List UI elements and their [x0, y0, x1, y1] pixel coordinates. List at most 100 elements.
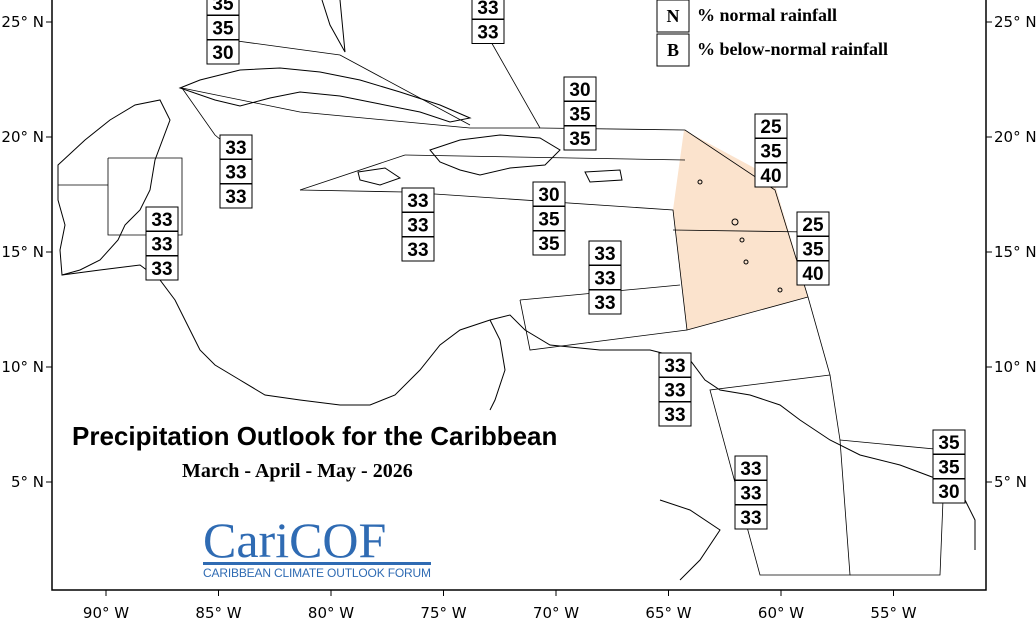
zone-value: 35: [538, 234, 560, 255]
legend: N B % normal rainfall % below-normal rai…: [656, 0, 888, 67]
zone-cell: [734, 504, 768, 530]
lon-label: 85° W: [195, 604, 241, 622]
zone-cell: [796, 236, 830, 261]
zone-value: 33: [664, 405, 685, 426]
zone-value: 33: [225, 187, 246, 208]
logo-tagline: CARIBBEAN CLIMATE OUTLOOK FORUM: [203, 566, 431, 580]
legend-key: N: [667, 6, 680, 26]
zone-value: 35: [569, 105, 591, 126]
zone-cell: [563, 101, 597, 126]
lat-label: 25° N: [994, 13, 1036, 31]
zone-value: 35: [760, 142, 782, 163]
lat-label: 5° N: [11, 473, 44, 491]
zone-cell: [145, 255, 179, 281]
logo-bar: [203, 562, 431, 565]
zone-value: 33: [740, 459, 761, 480]
zone-cell: [658, 401, 692, 427]
zone-value: 33: [740, 484, 761, 505]
lat-label: 15° N: [994, 243, 1036, 261]
zone-value: 35: [212, 19, 234, 40]
zone-cell: [563, 76, 597, 102]
zone-cell: [754, 162, 788, 188]
lat-label: 10° N: [1, 358, 44, 376]
zone-cell: [401, 236, 435, 262]
legend-key: B: [667, 40, 679, 60]
zone-cell: [796, 260, 830, 286]
zone-value: 33: [407, 240, 428, 261]
zone-value: 35: [938, 433, 960, 454]
lat-label: 5° N: [994, 473, 1027, 491]
zone-value: 33: [477, 0, 498, 19]
zone-value: 30: [538, 185, 559, 206]
zone-value: 33: [151, 235, 172, 256]
zone-value: 25: [802, 215, 824, 236]
zone-cell: [588, 265, 622, 290]
zone-value: 33: [664, 381, 685, 402]
zone-value: 33: [594, 244, 615, 265]
lat-label: 15° N: [1, 243, 44, 261]
zone-cell: [219, 159, 253, 184]
zone-cell: [734, 480, 768, 505]
zone-cell: [401, 212, 435, 237]
zone-value: 33: [477, 23, 498, 44]
subtitle: March - April - May - 2026: [182, 460, 413, 482]
zone-value: 33: [151, 210, 172, 231]
zone-value: 30: [569, 80, 590, 101]
lat-label: 20° N: [994, 128, 1036, 146]
zone-boundaries: [58, 39, 946, 576]
zone-value: 33: [594, 293, 615, 314]
lat-label: 10° N: [994, 358, 1036, 376]
zone-value: 33: [225, 138, 246, 159]
zone-cell: [219, 134, 253, 160]
map-frame: [51, 0, 987, 591]
zone-cell: [932, 478, 966, 504]
zone-value: 33: [664, 356, 685, 377]
zone-value: 35: [538, 210, 560, 231]
zone-cell: [532, 230, 566, 256]
lon-label: 90° W: [83, 604, 129, 622]
zone-value: 33: [407, 216, 428, 237]
zone-value: 40: [802, 264, 823, 285]
logo-name: CariCOF: [203, 512, 386, 568]
zone-value: 30: [938, 482, 959, 503]
lon-label: 55° W: [870, 604, 916, 622]
zone-cell: [532, 206, 566, 231]
lon-label: 75° W: [420, 604, 466, 622]
zone-cell: [658, 377, 692, 402]
legend-label: % below-normal rainfall: [697, 39, 888, 59]
zone-value: 35: [569, 129, 591, 150]
title: Precipitation Outlook for the Caribbean: [72, 421, 557, 451]
zone-value: 25: [760, 117, 782, 138]
lat-label: 25° N: [1, 13, 44, 31]
zone-cell: [932, 429, 966, 455]
lon-label: 70° W: [533, 604, 579, 622]
legend-key-box: [656, 0, 690, 33]
zone-cell: [932, 454, 966, 479]
lat-label: 20° N: [1, 128, 44, 146]
shaded-zone: [673, 130, 808, 330]
zone-cell: [471, 19, 505, 44]
zone-cell: [563, 125, 597, 151]
zone-cell: [401, 187, 435, 213]
zone-value: 33: [225, 163, 246, 184]
zone-value: 35: [938, 458, 960, 479]
zone-value: 35: [802, 240, 824, 261]
zone-cell: [145, 231, 179, 256]
zone-value: 33: [740, 508, 761, 529]
zone-cell: [219, 183, 253, 209]
zone-cell: [145, 206, 179, 232]
zone-value: 30: [212, 43, 233, 64]
zone-value: 33: [407, 191, 428, 212]
zone-value: 35: [212, 0, 234, 15]
zone-value: 33: [151, 259, 172, 280]
lon-label: 80° W: [308, 604, 354, 622]
zone-value: 33: [594, 269, 615, 290]
lon-label: 60° W: [758, 604, 804, 622]
lon-label: 65° W: [645, 604, 691, 622]
coastlines: [57, 0, 976, 581]
legend-key-box: [656, 33, 690, 67]
zone-value: 40: [760, 166, 781, 187]
zone-cell: [754, 138, 788, 163]
